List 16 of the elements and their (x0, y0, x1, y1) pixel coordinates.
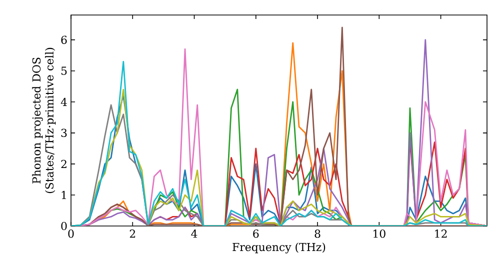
x-tick-label: 12 (435, 230, 447, 238)
y-tick-label: 5 (61, 66, 67, 75)
y-axis-title: Phonon projected DOS (States/THz·primitive cell) (32, 48, 56, 194)
y-tick-label: 6 (61, 36, 67, 44)
x-tick-label: 8 (314, 230, 320, 238)
x-tick-label: 6 (253, 230, 259, 238)
x-tick-label: 10 (374, 230, 386, 238)
y-tick-label: 4 (60, 98, 67, 106)
y-tick-label: 0 (61, 222, 67, 230)
x-tick-label: 4 (191, 230, 198, 238)
y-tick-label: 1 (62, 190, 66, 200)
x-tick-label: 0 (68, 230, 74, 238)
x-axis-title: Frequency (THz) (232, 242, 326, 254)
y-tick-label: 2 (61, 160, 66, 168)
y-tick-label: 3 (61, 128, 67, 138)
x-tick-label: 2 (130, 230, 136, 238)
